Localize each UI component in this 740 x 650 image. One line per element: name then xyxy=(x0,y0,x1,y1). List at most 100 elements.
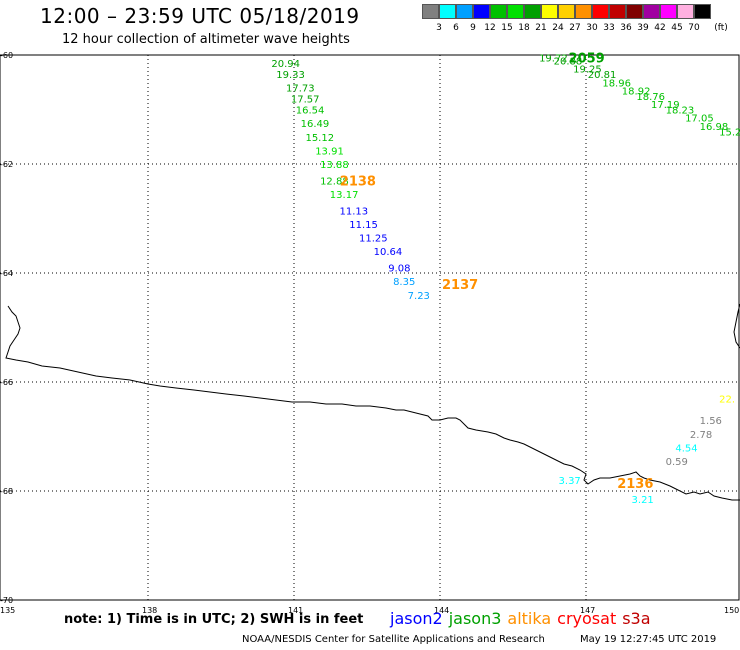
wave-height-value: 12.88 xyxy=(320,176,349,187)
wave-height-value: 11.25 xyxy=(359,234,388,245)
wave-height-value: 11.13 xyxy=(340,206,369,217)
longitude-label: 141 xyxy=(288,606,303,615)
legend-unit: (ft) xyxy=(714,23,728,33)
legend-tick-label: 6 xyxy=(453,23,459,33)
pass-number-label: 2136 xyxy=(617,477,653,492)
wave-height-value: 18.92 xyxy=(622,86,651,97)
legend-tick-label: 36 xyxy=(620,23,632,33)
satellite-key: jason2 jason3 altika cryosat s3a xyxy=(390,609,657,628)
wave-height-value: 17.19 xyxy=(651,100,680,111)
wave-height-value: 8.35 xyxy=(393,277,415,288)
satellite-key-jason3: jason3 xyxy=(448,609,502,628)
footer-note: note: 1) Time is in UTC; 2) SWH is in fe… xyxy=(64,612,364,627)
legend-tick-label: 21 xyxy=(535,23,547,33)
legend-tick-label: 45 xyxy=(671,23,683,33)
legend-swatch xyxy=(694,4,711,19)
wave-height-value: 16.98 xyxy=(700,122,729,133)
longitude-label: 138 xyxy=(142,606,157,615)
wave-height-value: 3.21 xyxy=(632,495,654,506)
satellite-key-jason2: jason2 xyxy=(390,609,443,628)
wave-height-value: 20.94 xyxy=(271,59,300,70)
wave-height-value: 17.05 xyxy=(685,114,714,125)
map-frame xyxy=(0,54,740,601)
wave-height-value: 1.56 xyxy=(700,416,722,427)
legend-tick-label: 3 xyxy=(436,23,442,33)
wave-height-value: 0.59 xyxy=(666,457,688,468)
wave-height-value: 16.49 xyxy=(301,119,330,130)
wave-height-value: 13.91 xyxy=(315,146,344,157)
legend-tick-label: 24 xyxy=(552,23,564,33)
legend-swatch xyxy=(541,4,558,19)
pass-number-label: 2137 xyxy=(442,278,478,293)
wave-height-value: 18.76 xyxy=(636,92,665,103)
legend-swatch xyxy=(626,4,643,19)
wave-height-value: 7.23 xyxy=(408,291,430,302)
latitude-label: -70 xyxy=(0,596,13,605)
legend-tick-label: 42 xyxy=(654,23,666,33)
longitude-label: 144 xyxy=(434,606,449,615)
satellite-key-s3a: s3a xyxy=(622,609,651,628)
legend-swatch xyxy=(490,4,507,19)
wave-height-value: 22. xyxy=(719,394,735,405)
legend-tick-label: 9 xyxy=(470,23,476,33)
coastline xyxy=(5,305,740,501)
wave-height-value: 18.23 xyxy=(666,106,695,117)
legend-swatch xyxy=(524,4,541,19)
page-subtitle: 12 hour collection of altimeter wave hei… xyxy=(62,32,350,47)
legend-swatch xyxy=(677,4,694,19)
legend-tick-label: 39 xyxy=(637,23,649,33)
wave-height-value: 16.54 xyxy=(296,106,325,117)
wave-height-value: 10.64 xyxy=(374,247,403,258)
longitude-label: 150 xyxy=(724,606,739,615)
wave-height-value: 13.17 xyxy=(330,190,359,201)
legend-swatch xyxy=(473,4,490,19)
satellite-key-cryosat: cryosat xyxy=(557,609,617,628)
latitude-label: -60 xyxy=(0,51,13,60)
legend-swatch xyxy=(609,4,626,19)
graticule: 135 138 141 144 147 150 -60 -62 -64 -66 -68 -70 xyxy=(0,51,740,615)
legend-swatch xyxy=(558,4,575,19)
latitude-label: -62 xyxy=(0,160,13,169)
wave-height-value: 19.33 xyxy=(276,70,305,81)
legend-swatch xyxy=(507,4,524,19)
legend-swatch xyxy=(439,4,456,19)
wave-height-value: 20.88 xyxy=(554,56,583,67)
legend-tick-label: 18 xyxy=(518,23,530,33)
wave-height-value: 15.20 xyxy=(719,127,740,138)
legend-swatch xyxy=(592,4,609,19)
legend-swatch xyxy=(643,4,660,19)
latitude-label: -66 xyxy=(0,378,13,387)
latitude-label: -64 xyxy=(0,269,13,278)
wave-height-value: 20.81 xyxy=(588,70,617,81)
pass-number-label: 2059 xyxy=(569,52,605,67)
wave-height-value: 4.54 xyxy=(675,443,697,454)
legend-tick-label: 27 xyxy=(569,23,581,33)
wave-height-value: 18.96 xyxy=(602,78,631,89)
coastline-east-edge xyxy=(733,303,740,349)
longitude-label: 147 xyxy=(580,606,595,615)
credit-line: NOAA/NESDIS Center for Satellite Applica… xyxy=(242,634,545,645)
wave-height-value: 17.57 xyxy=(291,95,320,106)
legend-tick-label: 30 xyxy=(586,23,598,33)
legend-swatch xyxy=(660,4,677,19)
wave-height-value: 11.15 xyxy=(349,220,378,231)
legend-tick-label: 12 xyxy=(484,23,496,33)
wave-height-value: 19.72 xyxy=(539,54,568,65)
longitude-label: 135 xyxy=(0,606,15,615)
page-title: 12:00 – 23:59 UTC 05/18/2019 xyxy=(40,4,360,28)
wave-height-value: 19.25 xyxy=(573,65,602,76)
wave-height-value: 3.37 xyxy=(559,476,581,487)
wave-height-value: 2.78 xyxy=(690,430,712,441)
legend-swatch xyxy=(422,4,439,19)
legend-tick-label: 33 xyxy=(603,23,615,33)
wave-height-value: 13.88 xyxy=(320,160,349,171)
latitude-label: -68 xyxy=(0,487,13,496)
wave-height-value: 17.73 xyxy=(286,84,315,95)
satellite-key-altika: altika xyxy=(507,609,552,628)
wave-height-value: 9.08 xyxy=(388,264,410,275)
pass-number-label: 2138 xyxy=(340,174,376,189)
legend-swatch xyxy=(456,4,473,19)
